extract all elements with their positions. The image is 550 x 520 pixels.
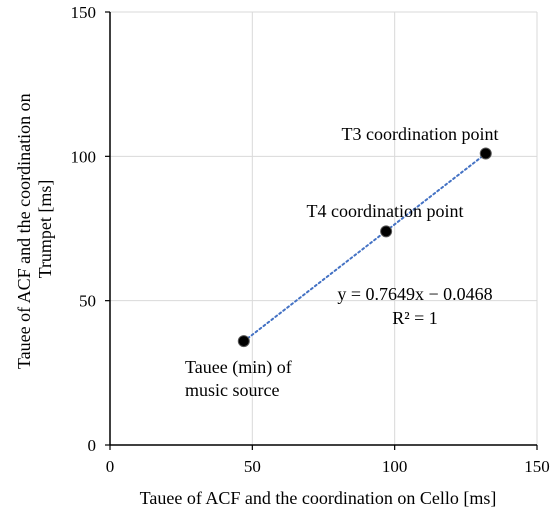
trendline bbox=[242, 152, 487, 343]
trendline-equation-label: y = 0.7649x − 0.0468 bbox=[337, 284, 492, 304]
x-tick-label: 150 bbox=[524, 457, 550, 476]
y-axis-title-line-2: Trumpet [ms] bbox=[35, 180, 55, 279]
data-point bbox=[237, 335, 250, 348]
x-tick-label: 0 bbox=[106, 457, 115, 476]
y-axis-title-line-1: Tauee of ACF and the coordination on bbox=[14, 93, 34, 369]
y-tick-label: 150 bbox=[71, 3, 97, 22]
grid-layer bbox=[110, 11, 538, 445]
trend-layer bbox=[242, 152, 487, 343]
data-point bbox=[380, 225, 393, 238]
axis-layer: 0 50 100 150 0 50 100 150 bbox=[71, 3, 550, 476]
y-tick-label: 100 bbox=[71, 147, 97, 166]
annotation-music-source-line-2: music source bbox=[185, 380, 279, 400]
trendline-r2-label: R² = 1 bbox=[392, 308, 438, 328]
x-tick-label: 100 bbox=[382, 457, 408, 476]
label-layer: Tauee of ACF and the coordination on Cel… bbox=[14, 89, 499, 508]
y-tick-label: 50 bbox=[79, 292, 96, 311]
y-axis-title: Tauee of ACF and the coordination on Tru… bbox=[14, 89, 55, 369]
annotation-music-source: Tauee (min) of music source bbox=[185, 357, 296, 400]
x-axis-title: Tauee of ACF and the coordination on Cel… bbox=[140, 488, 497, 508]
annotation-music-source-line-1: Tauee (min) of bbox=[185, 357, 292, 378]
x-tick-label: 50 bbox=[244, 457, 261, 476]
point-layer bbox=[237, 147, 492, 348]
data-point bbox=[479, 147, 492, 160]
annotation-t4-coordination-point: T4 coordination point bbox=[307, 201, 464, 221]
annotation-t3-coordination-point: T3 coordination point bbox=[342, 124, 499, 144]
y-tick-label: 0 bbox=[88, 436, 97, 455]
